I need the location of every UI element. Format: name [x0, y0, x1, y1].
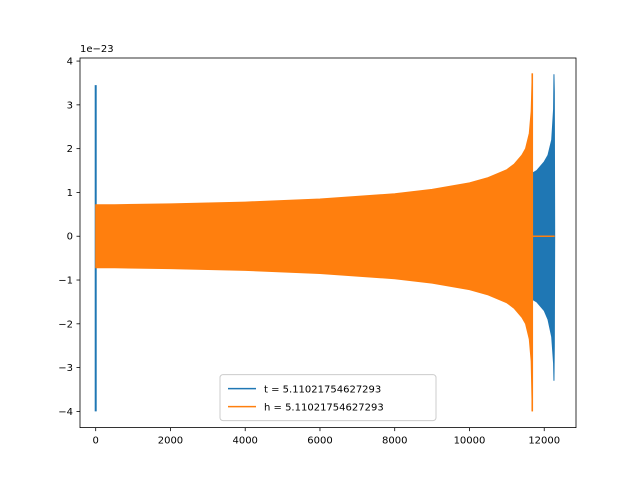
y-tick-label: −1: [58, 276, 73, 287]
y-tick-label: 2: [67, 144, 73, 155]
y-tick-label: 4: [67, 57, 73, 68]
y-tick-label: −4: [58, 407, 73, 418]
legend-label: t = 5.11021754627293: [264, 385, 381, 396]
series-h-band: [95, 73, 533, 412]
y-axis: −4 −3 −2 −1 0 1 2 3 4: [58, 57, 80, 418]
y-tick-label: 1: [67, 188, 73, 199]
series-layer: [94, 73, 556, 412]
y-tick-label: −2: [58, 319, 73, 330]
legend-box: [219, 374, 437, 422]
x-tick-label: 6000: [307, 436, 332, 447]
x-tick-label: 10000: [454, 436, 486, 447]
legend: t = 5.11021754627293 h = 5.11021754627293: [219, 374, 437, 422]
y-tick-label: 0: [67, 232, 73, 243]
axes-frame: [79, 57, 577, 429]
y-axis-offset-text: 1e−23: [80, 44, 114, 55]
y-tick-label: 3: [67, 100, 73, 111]
x-tick-label: 0: [93, 436, 99, 447]
x-tick-label: 12000: [528, 436, 560, 447]
x-axis: 0 2000 4000 6000 8000 10000 12000: [93, 427, 560, 447]
x-tick-label: 2000: [158, 436, 183, 447]
x-tick-label: 8000: [382, 436, 407, 447]
legend-label: h = 5.11021754627293: [264, 403, 384, 414]
y-tick-label: −3: [58, 363, 73, 374]
x-tick-label: 4000: [232, 436, 257, 447]
